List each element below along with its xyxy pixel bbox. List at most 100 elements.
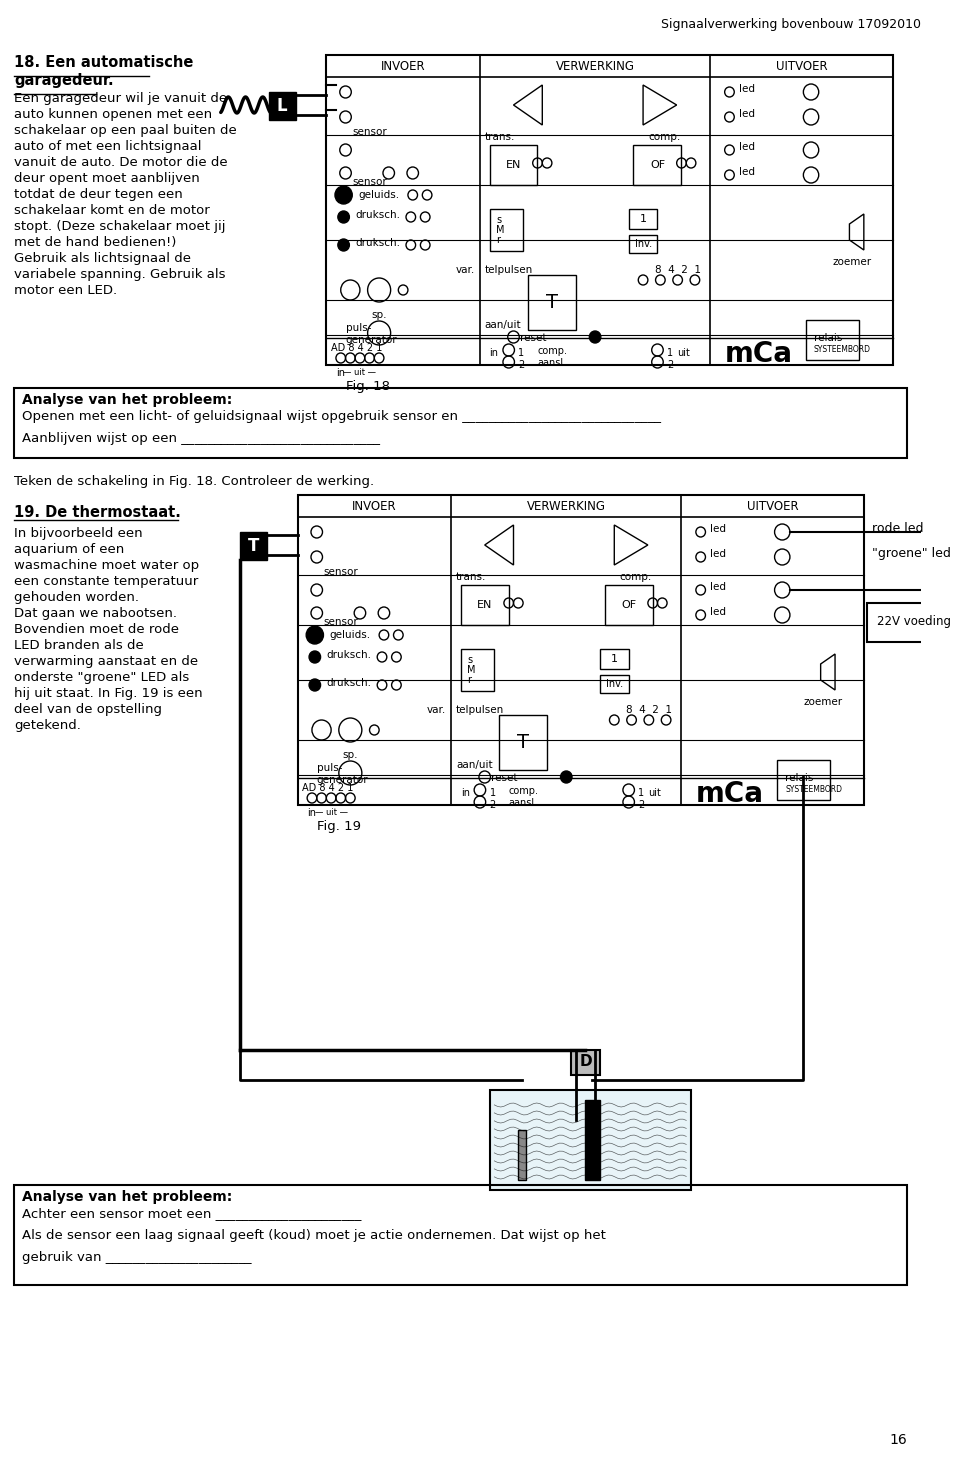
Text: r: r — [468, 675, 471, 685]
Text: auto kunnen openen met een: auto kunnen openen met een — [14, 108, 212, 121]
Bar — [461, 648, 494, 691]
Text: onderste "groene" LED als: onderste "groene" LED als — [14, 672, 190, 683]
Text: 2: 2 — [667, 360, 673, 370]
Text: verwarming aanstaat en de: verwarming aanstaat en de — [14, 656, 199, 667]
Bar — [629, 235, 658, 254]
Bar — [490, 146, 538, 185]
Bar — [461, 586, 509, 625]
Text: aansl.: aansl. — [538, 358, 566, 369]
Text: Achter een sensor moet een ______________________: Achter een sensor moet een _____________… — [22, 1206, 362, 1220]
Bar — [14, 1185, 907, 1285]
Text: comp.: comp. — [538, 345, 567, 356]
Text: garagedeur.: garagedeur. — [14, 73, 114, 87]
Text: wasmachine moet water op: wasmachine moet water op — [14, 559, 200, 573]
Text: een constante temperatuur: een constante temperatuur — [14, 576, 199, 589]
Text: Inv.: Inv. — [606, 679, 623, 689]
Text: led: led — [739, 85, 756, 95]
Text: druksch.: druksch. — [355, 237, 400, 248]
Text: aansl.: aansl. — [509, 798, 538, 809]
Text: INVOER: INVOER — [381, 60, 425, 73]
Text: vanuit de auto. De motor die de: vanuit de auto. De motor die de — [14, 156, 228, 169]
Circle shape — [306, 627, 324, 644]
Text: In bijvoorbeeld een: In bijvoorbeeld een — [14, 527, 143, 541]
Text: EN: EN — [477, 600, 492, 610]
Text: met de hand bedienen!): met de hand bedienen!) — [14, 236, 177, 249]
Bar — [269, 92, 296, 119]
Text: D: D — [579, 1055, 591, 1069]
Text: rode led: rode led — [872, 523, 923, 536]
Text: druksch.: druksch. — [326, 678, 372, 688]
Text: 18. Een automatische: 18. Een automatische — [14, 55, 194, 70]
Bar — [586, 1100, 600, 1180]
Text: M: M — [496, 224, 505, 235]
Text: in: in — [490, 348, 498, 358]
Circle shape — [589, 331, 601, 342]
Text: OF: OF — [621, 600, 636, 610]
Text: SYSTEEMBORD: SYSTEEMBORD — [785, 785, 842, 794]
Bar — [600, 648, 629, 669]
Text: sensor: sensor — [352, 176, 387, 186]
Text: trans.: trans. — [485, 133, 516, 141]
Text: LED branden als de: LED branden als de — [14, 640, 144, 651]
Text: telpulsen: telpulsen — [456, 705, 504, 715]
Text: SYSTEEMBORD: SYSTEEMBORD — [814, 345, 871, 354]
Text: relais: relais — [785, 774, 813, 782]
Text: UITVOER: UITVOER — [747, 500, 799, 513]
Text: 1: 1 — [611, 654, 618, 664]
Text: variabele spanning. Gebruik als: variabele spanning. Gebruik als — [14, 268, 226, 281]
Text: 2: 2 — [518, 360, 524, 370]
Text: r: r — [496, 235, 500, 245]
Text: hij uit staat. In Fig. 19 is een: hij uit staat. In Fig. 19 is een — [14, 688, 203, 699]
Bar — [490, 208, 523, 251]
Text: mCa: mCa — [724, 339, 792, 369]
Text: gehouden worden.: gehouden worden. — [14, 592, 139, 605]
Text: Bovendien moet de rode: Bovendien moet de rode — [14, 624, 180, 637]
Text: uit: uit — [677, 348, 689, 358]
Circle shape — [338, 239, 349, 251]
Text: VERWERKING: VERWERKING — [527, 500, 606, 513]
Text: reset: reset — [520, 334, 547, 342]
Text: in: in — [461, 788, 469, 798]
Text: aan/uit: aan/uit — [456, 761, 492, 769]
Text: generator: generator — [346, 335, 397, 345]
Text: sensor: sensor — [352, 127, 387, 137]
Text: led: led — [710, 525, 727, 535]
Text: 16: 16 — [889, 1434, 907, 1447]
Text: relais: relais — [814, 334, 842, 342]
Text: led: led — [710, 581, 727, 592]
Text: schakelaar op een paal buiten de: schakelaar op een paal buiten de — [14, 124, 237, 137]
Bar — [634, 146, 682, 185]
Text: 8  4  2  1: 8 4 2 1 — [655, 265, 701, 275]
Text: reset: reset — [492, 774, 518, 782]
Text: Signaalverwerking bovenbouw 17092010: Signaalverwerking bovenbouw 17092010 — [661, 17, 922, 31]
Text: Dat gaan we nabootsen.: Dat gaan we nabootsen. — [14, 608, 178, 621]
Text: VERWERKING: VERWERKING — [556, 60, 635, 73]
Text: — uit —: — uit — — [315, 809, 348, 817]
Text: in: in — [307, 809, 316, 817]
Text: var.: var. — [456, 265, 475, 275]
Text: Als de sensor een laag signaal geeft (koud) moet je actie ondernemen. Dat wijst : Als de sensor een laag signaal geeft (ko… — [22, 1230, 606, 1241]
Text: var.: var. — [427, 705, 446, 715]
Text: puls-: puls- — [346, 323, 371, 334]
Text: totdat de deur tegen een: totdat de deur tegen een — [14, 188, 183, 201]
Text: zoemer: zoemer — [804, 696, 843, 707]
Text: s: s — [468, 656, 472, 664]
Text: led: led — [710, 608, 727, 616]
Text: motor een LED.: motor een LED. — [14, 284, 117, 297]
Text: auto of met een lichtsignaal: auto of met een lichtsignaal — [14, 140, 202, 153]
Text: sensor: sensor — [324, 567, 358, 577]
Text: AD 8 4 2 1: AD 8 4 2 1 — [331, 342, 382, 353]
Text: druksch.: druksch. — [355, 210, 400, 220]
Text: sp.: sp. — [343, 750, 358, 761]
Text: getekend.: getekend. — [14, 718, 82, 731]
Text: uit: uit — [648, 788, 660, 798]
Circle shape — [338, 211, 349, 223]
Bar — [490, 1090, 691, 1190]
Text: telpulsen: telpulsen — [485, 265, 533, 275]
Text: comp.: comp. — [648, 133, 680, 141]
Text: OF: OF — [650, 160, 665, 170]
Text: Fig. 18: Fig. 18 — [346, 380, 390, 393]
Text: Fig. 19: Fig. 19 — [317, 820, 361, 833]
Text: stopt. (Deze schakelaar moet jij: stopt. (Deze schakelaar moet jij — [14, 220, 226, 233]
Text: schakelaar komt en de motor: schakelaar komt en de motor — [14, 204, 210, 217]
